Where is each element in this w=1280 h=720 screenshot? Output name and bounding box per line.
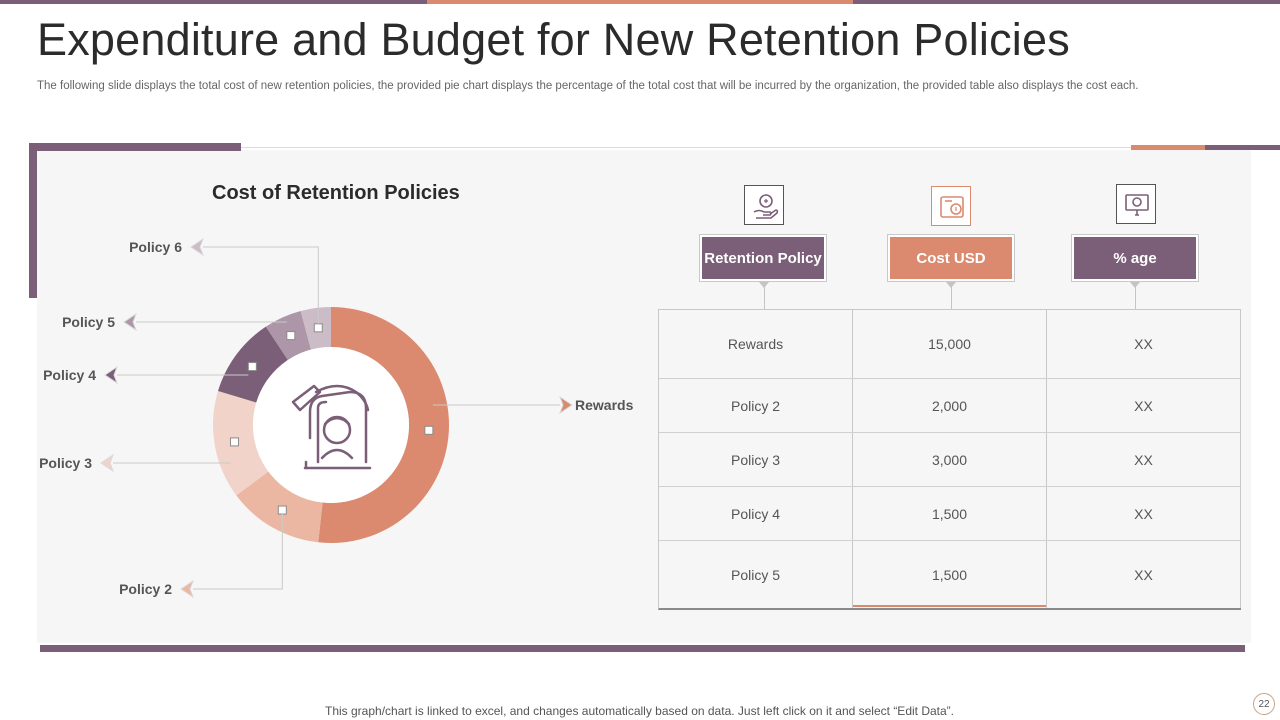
table-cell: XX: [1047, 379, 1241, 432]
hand-coin-icon: [744, 185, 784, 225]
table-cell: 3,000: [853, 433, 1047, 486]
chart-title: Cost of Retention Policies: [212, 182, 460, 204]
table-row: Policy 3 3,000 XX: [659, 433, 1241, 487]
cost-column-underline: [853, 605, 1046, 607]
column-header-cost-usd[interactable]: Cost USD: [887, 234, 1015, 282]
header-connector: [764, 282, 765, 309]
slide-title: Expenditure and Budget for New Retention…: [37, 14, 1070, 65]
certificate-coin-icon: [931, 186, 971, 226]
top-accent-right: [853, 0, 1280, 4]
table-cell: Rewards: [659, 310, 853, 378]
footnote: This graph/chart is linked to excel, and…: [325, 704, 954, 718]
table-cell: XX: [1047, 310, 1241, 378]
table-cell: Policy 5: [659, 541, 853, 608]
table-row: Policy 5 1,500 XX: [659, 541, 1241, 608]
column-header-label: Cost USD: [890, 237, 1012, 279]
panel-bottom-bar: [40, 645, 1245, 652]
column-header-label: Retention Policy: [702, 237, 824, 279]
frame-accent-right-purple: [1205, 145, 1280, 150]
page-number: 22: [1253, 693, 1275, 715]
table-cell: Policy 3: [659, 433, 853, 486]
table-cell: XX: [1047, 541, 1241, 608]
table-cell: XX: [1047, 487, 1241, 540]
slide-subtitle: The following slide displays the total c…: [37, 80, 1139, 92]
table-cell: 15,000: [853, 310, 1047, 378]
table-cell: 1,500: [853, 487, 1047, 540]
table-cell: Policy 2: [659, 379, 853, 432]
table-row: Rewards 15,000 XX: [659, 310, 1241, 379]
header-connector: [951, 282, 952, 309]
frame-accent-right-salmon: [1131, 145, 1205, 150]
header-connector: [1135, 282, 1136, 309]
table-row: Policy 2 2,000 XX: [659, 379, 1241, 433]
frame-divider-line: [241, 147, 1131, 148]
top-accent-middle: [427, 0, 853, 4]
table-cell: Policy 4: [659, 487, 853, 540]
frame-accent-horizontal: [29, 143, 241, 151]
column-header-label: % age: [1074, 237, 1196, 279]
column-header-percentage[interactable]: % age: [1071, 234, 1199, 282]
table-cell: XX: [1047, 433, 1241, 486]
frame-accent-vertical: [29, 143, 37, 298]
top-accent-bar: [0, 0, 1280, 4]
cost-table: Rewards 15,000 XX Policy 2 2,000 XX Poli…: [658, 309, 1241, 610]
table-cell: 2,000: [853, 379, 1047, 432]
monitor-coin-icon: [1116, 184, 1156, 224]
table-cell: 1,500: [853, 541, 1047, 608]
column-header-retention-policy[interactable]: Retention Policy: [699, 234, 827, 282]
table-row: Policy 4 1,500 XX: [659, 487, 1241, 541]
top-accent-left: [0, 0, 427, 4]
